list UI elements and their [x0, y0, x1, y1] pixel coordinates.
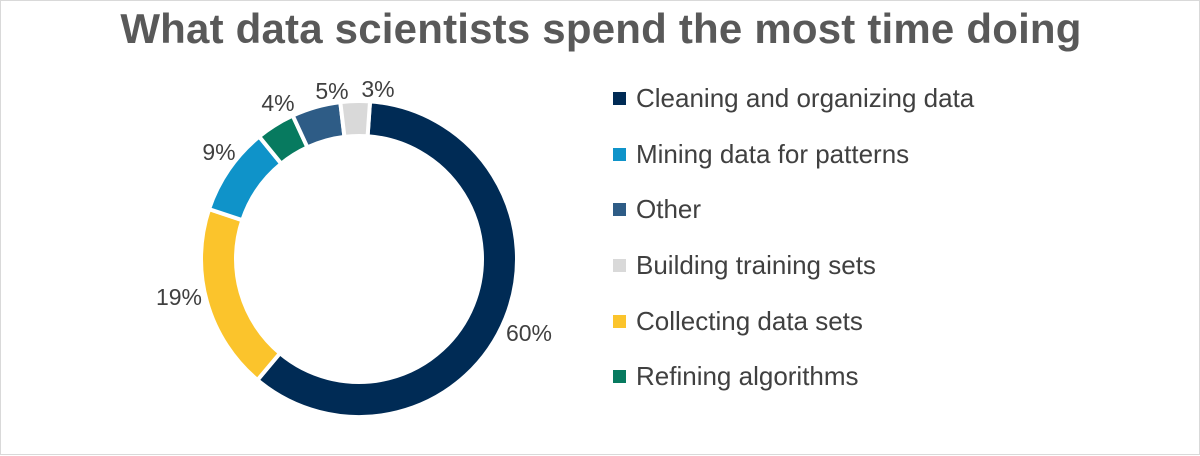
data-label-building-training-sets: 3%: [361, 76, 394, 102]
legend-item-cleaning-and-organizing-data: Cleaning and organizing data: [613, 71, 974, 127]
legend-label-refining-algorithms: Refining algorithms: [636, 361, 859, 392]
donut-slice-collecting-data-sets: [199, 206, 283, 383]
data-label-refining-algorithms: 4%: [261, 90, 294, 116]
data-label-collecting-data-sets: 19%: [156, 284, 202, 310]
legend-item-building-training-sets: Building training sets: [613, 238, 974, 294]
legend-label-collecting-data-sets: Collecting data sets: [636, 305, 863, 336]
legend-swatch-mining-data-for-patterns: [613, 147, 626, 161]
legend-item-collecting-data-sets: Collecting data sets: [613, 293, 974, 349]
legend-item-other: Other: [613, 182, 974, 238]
legend-swatch-other: [613, 203, 626, 217]
donut-chart: 60% 19% 9% 4% 5% 3%: [156, 76, 552, 419]
legend-label-mining-data-for-patterns: Mining data for patterns: [636, 138, 910, 169]
chart-legend: Cleaning and organizing data Mining data …: [613, 71, 974, 405]
donut-slice-cleaning-and-organizing-data: [254, 99, 519, 419]
legend-swatch-collecting-data-sets: [613, 314, 626, 328]
legend-item-mining-data-for-patterns: Mining data for patterns: [613, 127, 974, 183]
legend-swatch-cleaning-and-organizing-data: [613, 92, 626, 106]
data-label-mining-data-for-patterns: 9%: [202, 139, 235, 165]
data-label-other: 5%: [315, 78, 348, 104]
legend-label-building-training-sets: Building training sets: [636, 250, 876, 281]
donut-slice-building-training-sets: [338, 99, 373, 140]
legend-label-cleaning-and-organizing-data: Cleaning and organizing data: [636, 83, 975, 114]
data-label-cleaning-and-organizing-data: 60%: [506, 320, 552, 346]
legend-swatch-refining-algorithms: [613, 370, 626, 384]
legend-item-refining-algorithms: Refining algorithms: [613, 349, 974, 405]
legend-swatch-building-training-sets: [613, 259, 626, 273]
legend-label-other: Other: [636, 194, 702, 225]
chart-title: What data scientists spend the most time…: [120, 5, 1082, 52]
